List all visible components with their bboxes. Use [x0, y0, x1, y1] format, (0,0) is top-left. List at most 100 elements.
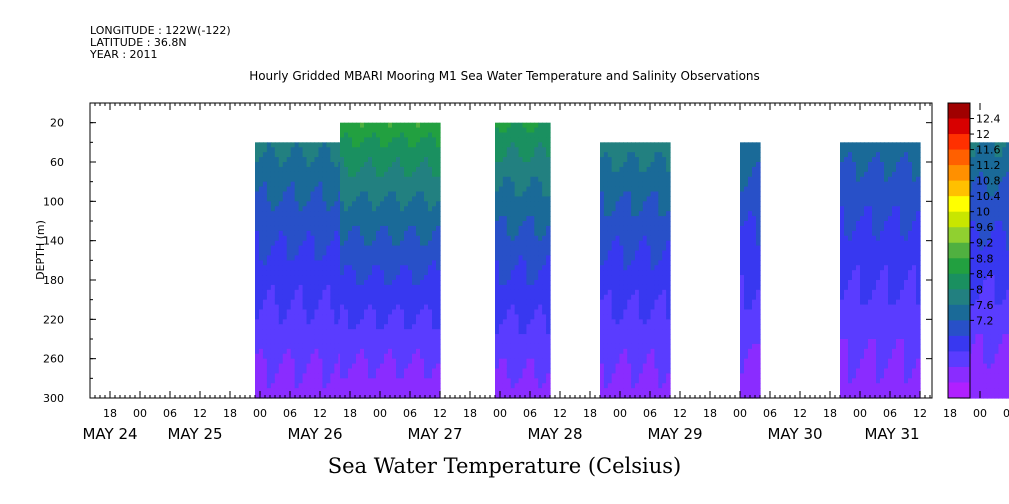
heatmap-cell	[348, 309, 353, 316]
heatmap-cell	[334, 191, 339, 198]
heatmap-cell	[424, 324, 429, 330]
heatmap-cell	[638, 255, 644, 261]
heatmap-cell	[603, 206, 609, 212]
heatmap-cell	[314, 225, 320, 232]
heatmap-cell	[432, 166, 437, 173]
heatmap-cell	[658, 265, 663, 271]
heatmap-cell	[310, 211, 316, 217]
heatmap-cell	[302, 162, 308, 168]
heatmap-cell	[518, 152, 524, 158]
heatmap-cell	[631, 211, 636, 217]
heatmap-cell	[752, 260, 757, 266]
heatmap-cell	[744, 230, 749, 237]
heatmap-cell	[502, 329, 508, 335]
heatmap-cell	[322, 334, 327, 340]
heatmap-cell	[650, 373, 656, 379]
heatmap-cell	[432, 299, 437, 306]
heatmap-cell	[514, 221, 520, 227]
heatmap-cell	[662, 363, 667, 370]
heatmap-cell	[396, 363, 401, 370]
heatmap-cell	[262, 304, 268, 311]
heatmap-cell	[635, 186, 640, 193]
heatmap-cell	[266, 270, 272, 276]
heatmap-cell	[658, 186, 663, 193]
heatmap-cell	[290, 319, 296, 325]
heatmap-cell	[262, 181, 268, 188]
heatmap-cell	[623, 211, 628, 217]
heatmap-cell	[432, 358, 437, 365]
heatmap-cell	[322, 309, 327, 316]
heatmap-cell	[522, 221, 528, 227]
heatmap-cell	[344, 314, 349, 320]
heatmap-cell	[278, 294, 284, 301]
heatmap-cell	[404, 240, 409, 247]
heatmap-cell	[344, 157, 349, 163]
heatmap-cell	[752, 373, 757, 379]
heatmap-cell	[340, 280, 345, 286]
heatmap-cell	[748, 348, 753, 355]
heatmap-cell	[498, 383, 504, 389]
heatmap-cell	[380, 186, 385, 193]
heatmap-cell	[530, 245, 535, 252]
heatmap-cell	[534, 329, 539, 335]
heatmap-cell	[380, 166, 385, 173]
heatmap-cell	[376, 373, 381, 379]
heatmap-cell	[270, 201, 276, 207]
heatmap-cell	[666, 191, 671, 198]
heatmap-cell	[282, 348, 288, 355]
heatmap-cell	[306, 309, 312, 316]
heatmap-cell	[650, 255, 656, 261]
heatmap-cell	[844, 142, 849, 148]
heatmap-cell	[522, 127, 528, 134]
heatmap-cell	[546, 353, 551, 360]
heatmap-cell	[384, 324, 389, 330]
heatmap-cell	[294, 142, 300, 148]
heatmap-cell	[364, 186, 369, 193]
heatmap-cell	[340, 235, 345, 242]
heatmap-cell	[424, 294, 429, 301]
heatmap-cell	[627, 270, 632, 276]
heatmap-cell	[740, 206, 745, 212]
heatmap-cell	[740, 334, 745, 340]
heatmap-cell	[274, 240, 280, 247]
heatmap-cell	[546, 339, 551, 345]
heatmap-cell	[388, 324, 393, 330]
heatmap-cell	[534, 260, 539, 266]
heatmap-cell	[400, 275, 405, 281]
heatmap-cell	[502, 304, 508, 311]
heatmap-cell	[518, 147, 524, 153]
heatmap-cell	[627, 314, 632, 320]
heatmap-cell	[348, 201, 353, 207]
heatmap-cell	[502, 225, 508, 232]
heatmap-cell	[330, 284, 335, 291]
heatmap-cell	[290, 142, 296, 148]
heatmap-cell	[314, 343, 320, 350]
heatmap-cell	[310, 363, 316, 370]
heatmap-cell	[356, 132, 361, 139]
heatmap-cell	[424, 348, 429, 355]
heatmap-cell	[506, 299, 512, 306]
heatmap-cell	[408, 368, 413, 375]
heatmap-cell	[266, 304, 272, 311]
heatmap-cell	[392, 152, 397, 158]
heatmap-cell	[662, 284, 667, 291]
heatmap-cell	[514, 388, 520, 394]
heatmap-cell	[638, 221, 644, 227]
heatmap-cell	[384, 363, 389, 370]
heatmap-cell	[607, 196, 613, 202]
heatmap-cell	[330, 191, 335, 198]
heatmap-cell	[638, 294, 644, 301]
heatmap-cell	[344, 343, 349, 350]
heatmap-cell	[392, 216, 397, 222]
heatmap-cell	[310, 250, 316, 257]
heatmap-cell	[538, 275, 543, 281]
heatmap-cell	[538, 358, 543, 365]
heatmap-cell	[266, 275, 272, 281]
heatmap-cell	[611, 373, 617, 379]
heatmap-cell	[360, 260, 365, 266]
heatmap-cell	[642, 358, 648, 365]
heatmap-cell	[348, 275, 353, 281]
heatmap-cell	[392, 319, 397, 325]
heatmap-cell	[356, 358, 361, 365]
heatmap-cell	[420, 191, 425, 198]
